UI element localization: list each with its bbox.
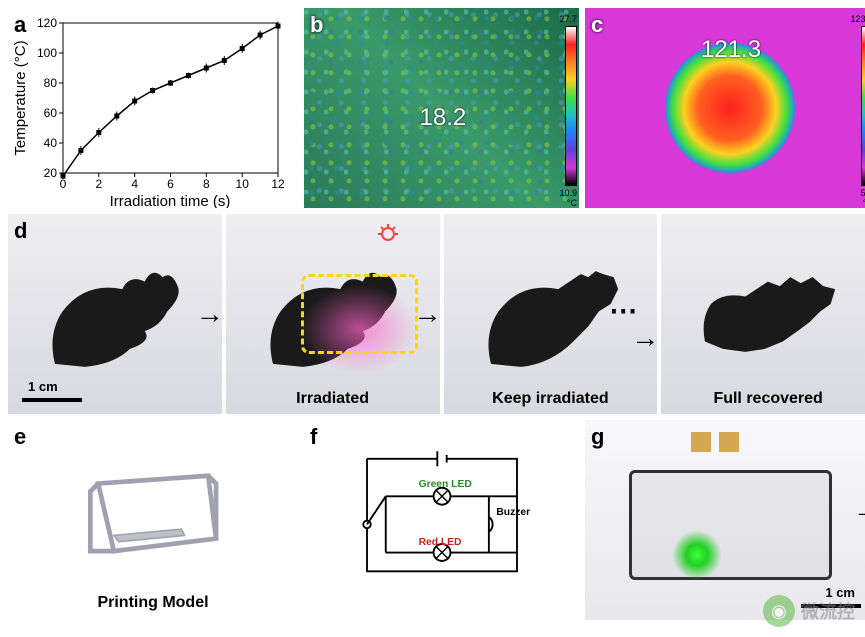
watermark-icon: ◉ — [763, 595, 795, 627]
caption-e: Printing Model — [97, 594, 208, 612]
thermal-value-c: 121.3 — [701, 36, 761, 64]
scale-text-d: 1 cm — [28, 379, 58, 394]
bulb-icon — [376, 222, 400, 246]
thermal-value-b: 18.2 — [420, 104, 467, 132]
scale-bar-d — [22, 398, 82, 402]
colorbar-unit-b: °C — [567, 198, 577, 208]
colorbar-c — [861, 26, 865, 186]
svg-text:80: 80 — [44, 76, 58, 90]
circuit-diagram: Green LED Red LED Buzzer — [332, 440, 552, 590]
arrow-icon: → — [853, 494, 865, 526]
svg-text:8: 8 — [203, 177, 210, 191]
svg-text:100: 100 — [37, 46, 57, 60]
caption-d4: Full recovered — [713, 390, 822, 408]
svg-text:40: 40 — [44, 136, 58, 150]
arrow-icon: → — [631, 322, 659, 354]
arrow-icon: → — [196, 298, 224, 330]
panel-label-f: f — [310, 424, 317, 450]
contacts — [687, 432, 774, 452]
colorbar-min-c: 5.8 — [860, 188, 865, 198]
panel-c: c 121.3 123.4 5.8 °C — [585, 8, 865, 208]
y-axis: 20 40 60 80 100 120 — [37, 16, 63, 180]
svg-text:60: 60 — [44, 106, 58, 120]
green-led-glow — [672, 530, 722, 580]
panel-f: f Green LED Red LED Buzzer — [304, 420, 579, 620]
svg-text:20: 20 — [44, 166, 58, 180]
svg-text:10: 10 — [236, 177, 250, 191]
panel-label-b: b — [310, 12, 323, 38]
panel-g: g 1 cm → — [585, 420, 865, 620]
buzzer-label: Buzzer — [496, 507, 530, 518]
hand-partial — [476, 254, 626, 384]
hand-flat — [693, 254, 843, 384]
panel-label-g: g — [591, 424, 604, 450]
device-frame-g — [629, 470, 832, 580]
data-line — [63, 26, 278, 176]
colorbar-max-c: 123.4 — [850, 14, 865, 24]
svg-text:12: 12 — [271, 177, 285, 191]
caption-d2: Irradiated — [296, 390, 369, 408]
panel-d-row: d 1 cm → Irradiated → Keep irradiated ⋯ … — [8, 214, 865, 414]
hand-curled — [40, 254, 190, 384]
colorbar-min-b: 10.9 — [559, 188, 577, 198]
svg-text:6: 6 — [167, 177, 174, 191]
figure-grid: a 20 40 60 80 100 120 0 2 4 — [0, 0, 865, 634]
colorbar-max-b: 27.7 — [559, 14, 577, 24]
x-axis: 0 2 4 6 8 10 12 — [60, 173, 285, 191]
panel-label-d: d — [14, 218, 27, 244]
panel-label-e: e — [14, 424, 26, 450]
panel-label-c: c — [591, 12, 603, 38]
panel-d2: Irradiated → — [226, 214, 440, 414]
watermark-text: 微流控 — [801, 598, 855, 624]
x-axis-label: Irradiation time (s) — [110, 193, 231, 208]
svg-text:2: 2 — [95, 177, 102, 191]
panel-b: b 18.2 27.7 10.9 °C — [304, 8, 579, 208]
green-led-label: Green LED — [418, 479, 471, 490]
panel-d4: Full recovered — [661, 214, 865, 414]
highlight-box — [301, 274, 419, 354]
red-led-label: Red LED — [418, 537, 461, 548]
panel-d1: d 1 cm → — [8, 214, 222, 414]
colorbar-b — [565, 26, 577, 186]
panel-label-a: a — [14, 12, 26, 38]
svg-text:4: 4 — [131, 177, 138, 191]
panel-e: e Printing Model — [8, 420, 298, 620]
printing-model — [43, 460, 263, 570]
panel-a: a 20 40 60 80 100 120 0 2 4 — [8, 8, 298, 208]
svg-text:120: 120 — [37, 16, 57, 30]
temperature-chart: 20 40 60 80 100 120 0 2 4 6 8 10 12 — [8, 8, 298, 208]
svg-text:0: 0 — [60, 177, 67, 191]
arrow-icon: → — [414, 298, 442, 330]
y-axis-label: Temperature (°C) — [12, 40, 29, 155]
panel-d3: Keep irradiated ⋯ → — [444, 214, 658, 414]
watermark: ◉ 微流控 — [763, 595, 855, 627]
caption-d3: Keep irradiated — [492, 390, 608, 408]
